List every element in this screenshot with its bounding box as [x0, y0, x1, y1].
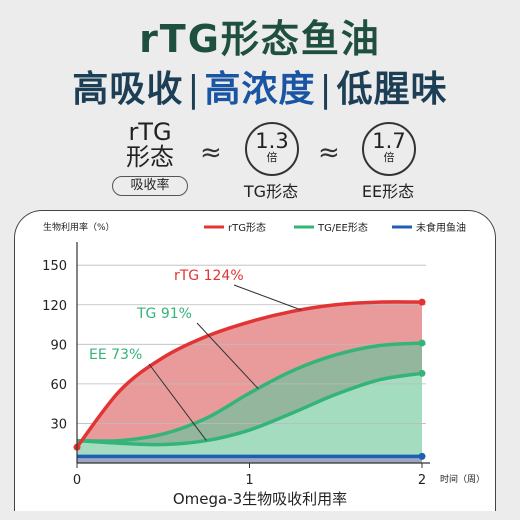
x-tick-label: 2: [418, 473, 426, 488]
rtg-end-point: [418, 298, 426, 306]
tg-end-point: [418, 339, 426, 347]
y-tick-label: 90: [50, 338, 67, 353]
y-tick-label: 150: [42, 259, 67, 274]
ee-multiplier-unit: 倍: [383, 151, 395, 164]
tg-multiplier-unit: 倍: [266, 151, 278, 164]
absorption-comparison: rTG 形态 吸收率 ≈ 1.3 倍 TG形态 ≈ 1.7 倍 EE形态: [0, 118, 520, 201]
rtg-label: rTG 形态: [115, 120, 185, 170]
subtitle: 高吸收 | 高浓度 | 低腥味: [0, 60, 520, 112]
tg-line: [76, 341, 423, 443]
annotation-label: EE 73%: [89, 347, 142, 363]
y-tick-label: 120: [42, 299, 67, 314]
annotation-leader: [233, 284, 302, 311]
annotation-leader: [148, 363, 207, 441]
separator: |: [319, 69, 333, 110]
absorption-rate-pill: 吸收率: [112, 176, 188, 196]
ee-end-point: [418, 369, 426, 377]
approx-sign: ≈: [200, 138, 222, 168]
rtg-label-line2: 形态: [126, 143, 174, 171]
y-tick-label: 60: [50, 378, 67, 393]
subtitle-part-2: 高浓度: [204, 69, 316, 110]
tg-multiplier-circle: 1.3 倍: [245, 122, 299, 176]
subtitle-part-3: 低腥味: [336, 69, 448, 110]
ee-form-label: EE形态: [361, 182, 415, 201]
rtg-line: [75, 300, 423, 449]
ee-multiplier-circle: 1.7 倍: [362, 122, 416, 176]
tg-multiplier-value: 1.3: [255, 129, 289, 153]
x-axis-label: 时间（周）: [440, 473, 485, 485]
control-band: [77, 456, 422, 463]
subtitle-part-1: 高吸收: [72, 69, 184, 110]
chart-caption: Omega-3生物吸收利用率: [173, 490, 347, 508]
ee-line: [76, 371, 423, 447]
control-end-point: [418, 452, 426, 460]
y-axis-label: 生物利用率（%）: [43, 221, 115, 233]
x-tick-label: 1: [245, 473, 253, 488]
annotation-label: TG 91%: [136, 306, 192, 322]
annotation-label: rTG 124%: [174, 268, 244, 284]
rtg-area: [77, 301, 422, 448]
ee-multiplier-value: 1.7: [372, 129, 406, 153]
separator: |: [187, 69, 201, 110]
legend-label: TG/EE形态: [317, 221, 368, 234]
tg-form-label: TG形态: [243, 182, 299, 201]
legend-label: 未食用鱼油: [416, 221, 466, 234]
page-title: rTG形态鱼油: [139, 17, 381, 61]
x-tick-label: 0: [73, 473, 81, 488]
annotation-leader: [196, 322, 259, 389]
rtg-label-line1: rTG: [128, 118, 172, 146]
legend-label: rTG形态: [228, 221, 266, 234]
approx-sign: ≈: [318, 138, 340, 168]
y-tick-label: 30: [50, 417, 67, 432]
